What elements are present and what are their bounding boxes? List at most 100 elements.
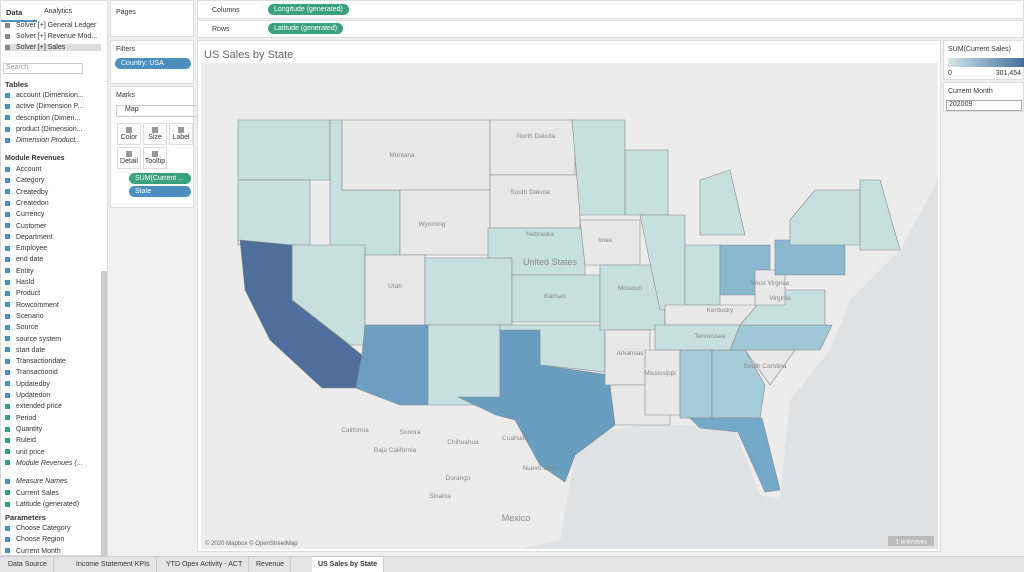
field-icon: [5, 525, 10, 531]
field-label: Solver [+] Revenue Mod...: [16, 33, 98, 40]
search-box[interactable]: Search: [3, 63, 83, 74]
map-label: Baja California: [374, 447, 417, 454]
field[interactable]: Transactionid: [5, 369, 58, 376]
mark-button[interactable]: Detail: [117, 147, 141, 169]
sheet-tab[interactable]: YTD Opex Activity - ACT: [160, 557, 250, 572]
sheet-tabs: Data Source Income Statement KPIs YTD Opex…: [0, 556, 1024, 572]
marks-title: Marks: [116, 92, 136, 99]
module-header[interactable]: Module Revenues: [5, 155, 65, 162]
data-tab[interactable]: Data: [6, 8, 23, 17]
map-label: North Dakota: [517, 133, 556, 140]
sheet-tab[interactable]: Income Statement KPIs: [70, 557, 157, 572]
field-icon: [5, 324, 10, 330]
field[interactable]: Ruleid: [5, 437, 36, 444]
field[interactable]: Latitude (generated): [5, 501, 79, 508]
field-icon: [5, 279, 10, 285]
color-pill[interactable]: SUM(Current ...: [129, 173, 191, 184]
field-label: Scenario: [16, 312, 44, 320]
field[interactable]: Scenario: [5, 313, 44, 320]
state: [644, 349, 681, 416]
sheet-tab[interactable]: US Sales by State: [312, 557, 385, 572]
field[interactable]: Current Sales: [5, 490, 59, 497]
field[interactable]: Transactiondate: [5, 358, 66, 365]
legend-min: 0: [948, 70, 952, 77]
unknown-text[interactable]: 1 unknown: [895, 539, 927, 546]
state-pill[interactable]: State: [129, 186, 191, 197]
field-label: Product: [16, 290, 41, 298]
map-label: Chihuahua: [447, 439, 479, 446]
field[interactable]: extended price: [5, 403, 62, 410]
month-dropdown[interactable]: 202009: [946, 100, 1022, 111]
field[interactable]: Rowcomment: [5, 302, 59, 309]
field-label: Dimension Product...: [16, 137, 81, 145]
field-label: product (Dimension...: [16, 125, 83, 133]
field[interactable]: Source: [5, 324, 38, 331]
field[interactable]: Currency: [5, 211, 44, 218]
field[interactable]: Customer: [5, 223, 46, 230]
field[interactable]: Department: [5, 234, 53, 241]
field-label: Createdby: [16, 188, 49, 196]
field[interactable]: HasId: [5, 279, 34, 286]
map-label: Missouri: [618, 285, 642, 292]
field[interactable]: Measure Names: [5, 478, 67, 485]
field-label: Choose Region: [16, 536, 65, 544]
field[interactable]: Module Revenues (...: [5, 460, 83, 467]
field[interactable]: Entity: [5, 268, 34, 275]
filter-pill[interactable]: Country: USA: [115, 58, 191, 69]
sheet-tab[interactable]: Revenue: [250, 557, 292, 572]
field-label: Rowcomment: [16, 301, 59, 309]
field-icon: [5, 536, 10, 542]
field[interactable]: active (Dimension P...: [5, 103, 83, 110]
columns-pill[interactable]: Longitude (generated): [268, 4, 349, 15]
field[interactable]: end date: [5, 256, 43, 263]
mark-button[interactable]: Label: [169, 123, 193, 145]
mark-icon: [126, 151, 132, 157]
rows-pill[interactable]: Latitude (generated): [268, 23, 344, 34]
state: [364, 254, 426, 326]
field[interactable]: Product: [5, 290, 40, 297]
mark-button[interactable]: Color: [117, 123, 141, 145]
analytics-tab[interactable]: Analytics: [44, 8, 73, 15]
field-icon: [5, 211, 10, 217]
field[interactable]: Category: [5, 177, 44, 184]
field-label: Quantity: [16, 425, 43, 433]
field[interactable]: Current Month: [5, 548, 61, 555]
field[interactable]: Createdon: [5, 200, 49, 207]
field[interactable]: Choose Region: [5, 536, 64, 543]
mark-button[interactable]: Size: [143, 123, 167, 145]
field[interactable]: Updatedby: [5, 381, 50, 388]
field-icon: [5, 437, 10, 443]
field-label: active (Dimension P...: [16, 103, 84, 111]
field[interactable]: Employee: [5, 245, 47, 252]
field-label: Updatedon: [16, 392, 51, 399]
unknown-badge[interactable]: [888, 536, 934, 546]
columns-label: Columns: [212, 7, 240, 14]
field[interactable]: Period: [5, 415, 36, 422]
field[interactable]: product (Dimension...: [5, 126, 83, 133]
pages-card: Pages: [110, 0, 194, 37]
field[interactable]: description (Dimen...: [5, 115, 80, 122]
field[interactable]: Account: [5, 166, 41, 173]
field[interactable]: Solver [+] Sales: [5, 44, 101, 51]
field[interactable]: Updatedon: [5, 392, 50, 399]
field[interactable]: Solver [+] Revenue Mod...: [5, 33, 97, 40]
field[interactable]: Quantity: [5, 426, 42, 433]
mark-type[interactable]: Map: [116, 105, 198, 117]
field-label: Current Sales: [16, 489, 59, 497]
mark-button[interactable]: Tooltip: [143, 147, 167, 169]
state: [424, 257, 513, 326]
state: [859, 179, 901, 251]
field[interactable]: account (Dimension...: [5, 92, 84, 99]
mark-icon: [178, 127, 184, 133]
field[interactable]: Choose Category: [5, 525, 70, 532]
field[interactable]: start date: [5, 347, 45, 354]
field[interactable]: Solver [+] General Ledger: [5, 22, 96, 29]
sheet-tab[interactable]: Data Source: [2, 557, 54, 572]
mark-icon: [152, 127, 158, 133]
field[interactable]: source system: [5, 336, 61, 343]
field[interactable]: unit price: [5, 449, 44, 456]
field[interactable]: Createdby: [5, 189, 48, 196]
pages-title: Pages: [116, 9, 136, 16]
field[interactable]: Dimension Product...: [5, 137, 81, 144]
